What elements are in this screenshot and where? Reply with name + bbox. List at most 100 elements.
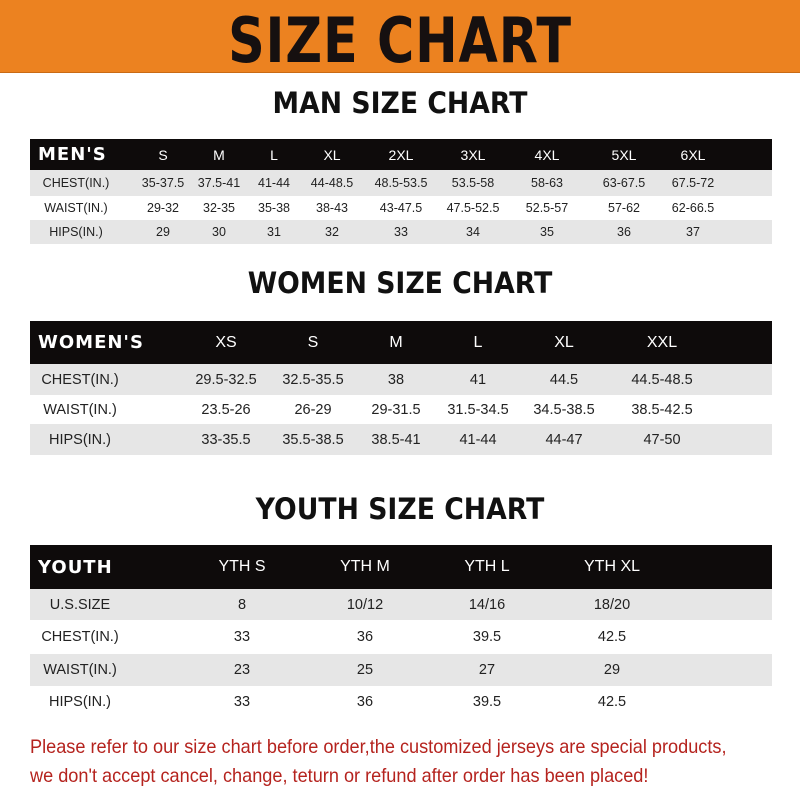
size-column-header: L [473,333,483,351]
table-row: U.S.SIZE 8 10/12 14/16 18/20 [30,589,772,620]
table-row: WAIST(IN.) 23 25 27 29 [30,654,772,686]
table-header-row: WOMEN'S XS S M L XL XXL [30,321,772,364]
table-header-row: MEN'S S M L XL 2XL 3XL 4XL 5XL 6XL [30,139,772,170]
table-cell: 33 [233,629,251,645]
table-row: CHEST(IN.) 35-37.5 37.5-41 41-44 44-48.5 48.5… [30,170,772,196]
table-cell: 29-32 [147,201,179,215]
women-section-title: WOMEN SIZE CHART [247,266,553,300]
table-cell: 32.5-35.5 [282,371,344,388]
row-label: U.S.SIZE [49,596,111,613]
size-column-header: 6XL [680,146,706,163]
row-label: HIPS(IN.) [48,431,112,448]
table-row: HIPS(IN.) 33-35.5 35.5-38.5 38.5-41 41-44 44-… [30,424,772,455]
size-column-header: 2XL [388,146,414,163]
table-cell: 29 [156,225,170,239]
table-header-label: YOUTH [38,556,113,578]
table-cell: 39.5 [472,629,502,645]
table-cell: 25 [356,662,374,678]
size-column-header: YTH M [340,558,390,575]
row-label: CHEST(IN.) [41,629,119,645]
footer-line-2: we don't accept cancel, change, teturn o… [30,765,649,787]
youth-size-table: YOUTH YTH S YTH M YTH L YTH XL U.S.SIZE 8 10/12… [30,545,772,718]
table-cell: 37.5-41 [197,176,241,190]
table-cell: 37 [686,225,700,239]
table-cell: 39.5 [472,694,502,710]
table-cell: 67.5-72 [671,176,715,190]
table-cell: 43-47.5 [379,201,423,215]
table-cell: 23 [233,662,251,678]
table-cell: 10/12 [346,596,384,613]
size-column-header: S [307,333,319,351]
table-cell: 38.5-42.5 [631,401,693,418]
table-row: WAIST(IN.) 23.5-26 26-29 29-31.5 31.5-34.5 34… [30,395,772,424]
table-cell: 38-43 [316,201,348,215]
table-cell: 41-44 [258,176,290,190]
table-cell: 27 [478,662,496,678]
table-cell: 44.5-48.5 [631,371,693,388]
banner-title: SIZE CHART [228,4,572,77]
row-label: WAIST(IN.) [43,401,117,418]
table-cell: 36 [356,629,374,645]
table-cell: 8 [237,596,247,613]
size-column-header: M [213,146,225,163]
table-header-label: WOMEN'S [38,332,144,353]
size-column-header: YTH S [218,558,266,575]
table-row: CHEST(IN.) 33 36 39.5 42.5 [30,620,772,654]
table-cell: 53.5-58 [451,176,495,190]
size-column-header: XL [554,333,574,351]
table-cell: 57-62 [608,201,640,215]
table-cell: 32-35 [203,201,235,215]
table-cell: 44-48.5 [310,176,354,190]
table-cell: 33 [394,225,408,239]
banner: SIZE CHART [0,0,800,77]
row-label: CHEST(IN.) [42,176,110,190]
table-cell: 42.5 [597,694,627,710]
table-cell: 44.5 [549,371,579,388]
row-label: WAIST(IN.) [44,201,108,215]
table-cell: 47-50 [643,431,681,448]
youth-section-title: YOUTH SIZE CHART [255,492,545,526]
size-column-header: 3XL [460,146,486,163]
table-cell: 18/20 [593,596,631,613]
table-cell: 48.5-53.5 [374,176,428,190]
table-cell: 23.5-26 [201,401,251,418]
footer-notice: Please refer to our size chart before or… [30,733,737,791]
size-column-header: YTH L [464,558,510,575]
size-column-header: 4XL [534,146,560,163]
row-label: WAIST(IN.) [43,662,117,678]
table-row: HIPS(IN.) 33 36 39.5 42.5 [30,686,772,718]
table-cell: 62-66.5 [671,201,715,215]
table-header-label: MEN'S [38,144,107,165]
table-cell: 33-35.5 [201,431,251,448]
table-cell: 41-44 [459,431,497,448]
table-cell: 29 [603,662,621,678]
table-cell: 36 [617,225,631,239]
table-cell: 31.5-34.5 [447,401,509,418]
footer-line-1: Please refer to our size chart before or… [30,736,727,758]
size-column-header: 5XL [611,146,637,163]
row-label: HIPS(IN.) [48,694,112,710]
table-cell: 32 [325,225,339,239]
row-label: CHEST(IN.) [41,371,119,388]
table-row: HIPS(IN.) 29 30 31 32 33 34 35 36 37 [30,220,772,244]
table-cell: 58-63 [531,176,563,190]
table-cell: 38.5-41 [371,431,421,448]
table-cell: 34.5-38.5 [533,401,595,418]
table-cell: 41 [469,371,487,388]
table-cell: 29.5-32.5 [195,371,257,388]
table-cell: 63-67.5 [602,176,646,190]
men-size-table: MEN'S S M L XL 2XL 3XL 4XL 5XL 6XL CHEST(IN.) 35-37… [30,139,772,244]
size-column-header: L [270,146,278,163]
table-row: CHEST(IN.) 29.5-32.5 32.5-35.5 38 41 44.5 44.5… [30,364,772,395]
table-header-row: YOUTH YTH S YTH M YTH L YTH XL [30,545,772,589]
size-column-header: XL [323,146,341,163]
table-cell: 34 [466,225,480,239]
table-cell: 29-31.5 [371,401,421,418]
table-cell: 44-47 [545,431,583,448]
table-cell: 35.5-38.5 [282,431,344,448]
table-cell: 26-29 [294,401,332,418]
size-column-header: M [389,333,403,351]
size-column-header: XS [215,333,237,351]
table-cell: 14/16 [468,596,506,613]
table-cell: 38 [387,371,405,388]
